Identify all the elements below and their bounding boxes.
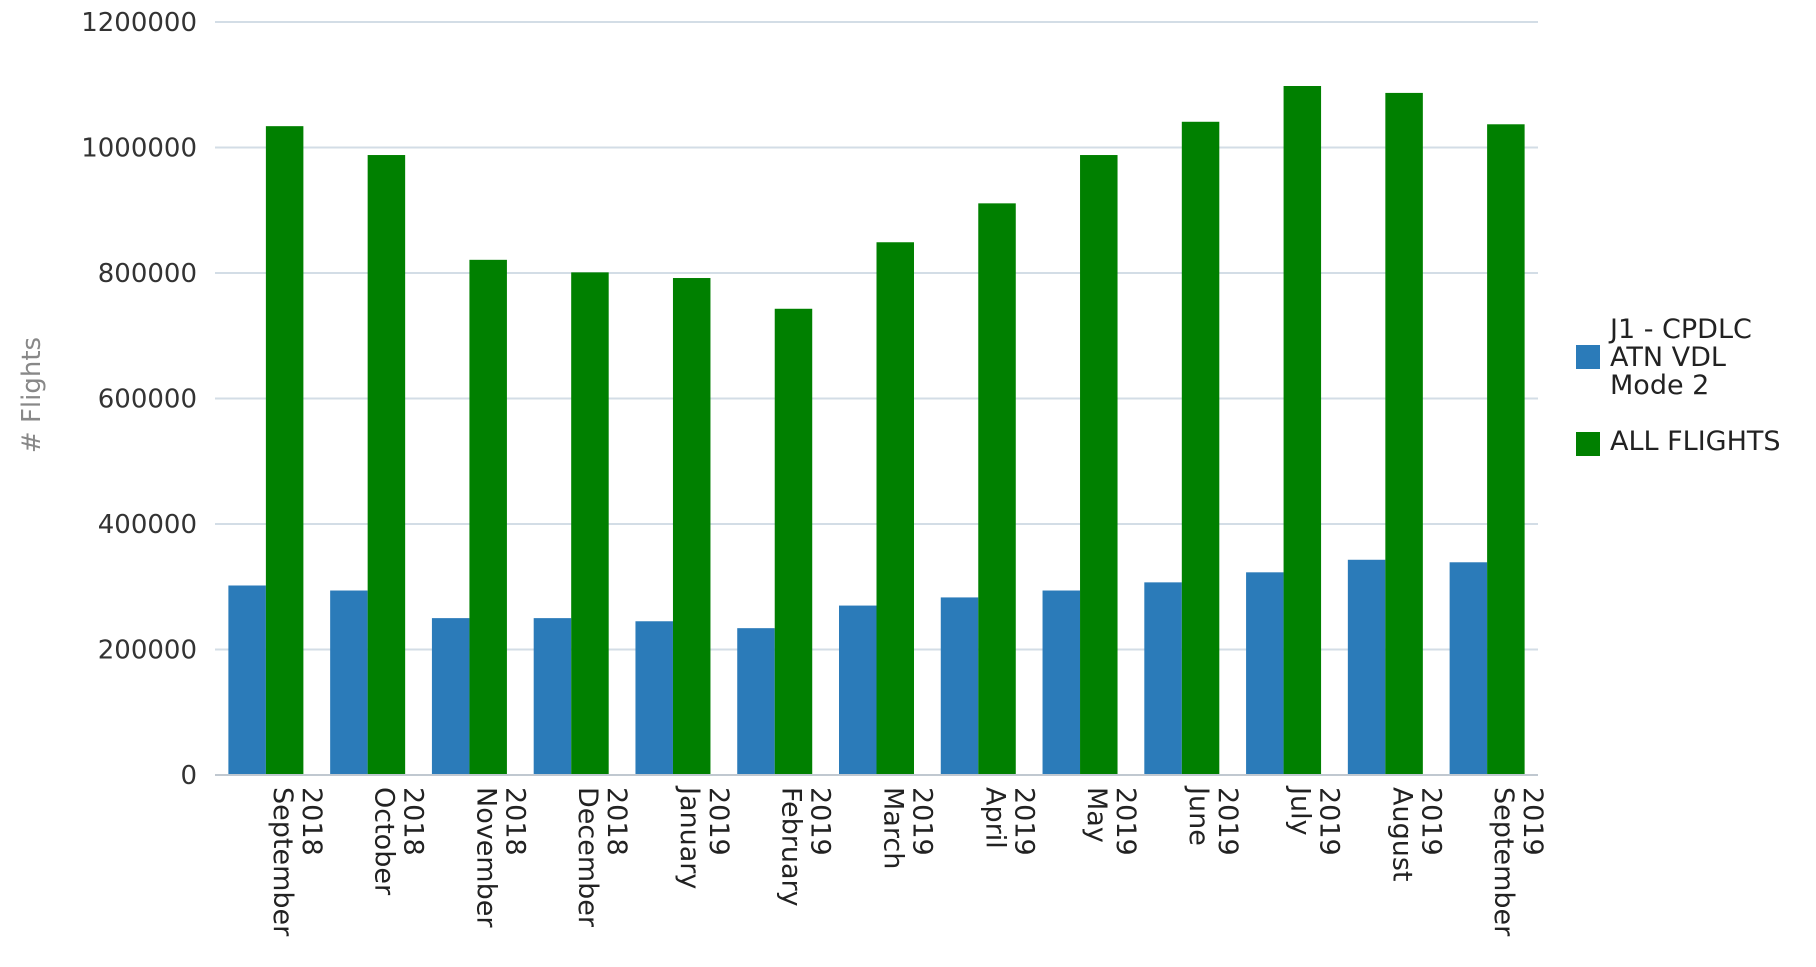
x-tick-label-line: August	[1386, 787, 1417, 882]
bar-all-flights	[774, 308, 813, 775]
bar-all-flights	[876, 242, 914, 775]
x-tick-label-line: 2019	[1008, 787, 1039, 856]
y-tick-label: 0	[180, 761, 197, 791]
bar-all-flights	[1487, 124, 1525, 776]
bar-j1-cpdlc	[839, 605, 877, 775]
x-tick-label-line: July	[1285, 785, 1316, 836]
bar-j1-cpdlc	[1042, 590, 1081, 775]
x-tick-label-line: March	[878, 787, 909, 869]
x-tick-label-line: 2019	[1314, 787, 1345, 856]
x-tick-label-line: October	[369, 787, 400, 896]
y-tick-label: 400000	[98, 510, 197, 540]
bar-j1-cpdlc	[737, 628, 775, 775]
bar-all-flights	[1283, 86, 1322, 775]
x-tick-label-line: February	[776, 787, 807, 907]
x-tick-label-line: 2019	[1415, 787, 1446, 856]
x-tick-label-line: 2019	[703, 787, 734, 856]
bar-all-flights	[1385, 92, 1423, 776]
bar-j1-cpdlc	[940, 597, 979, 775]
x-tick-label-line: November	[470, 787, 501, 928]
x-tick-label-line: 2018	[398, 787, 429, 856]
legend-label: Mode 2	[1610, 370, 1709, 401]
x-tick-label-line: 2018	[601, 787, 632, 856]
x-tick-label-line: December	[572, 787, 603, 928]
y-tick-label: 1200000	[81, 8, 197, 38]
bar-all-flights	[469, 259, 507, 775]
bars	[228, 86, 1525, 776]
x-tick-label-line: September	[267, 787, 298, 937]
y-tick-label: 1000000	[81, 134, 197, 164]
x-tick-label-line: January	[674, 785, 705, 889]
bar-all-flights	[1080, 155, 1118, 775]
legend-label: J1 - CPDLC	[1608, 314, 1752, 345]
bar-j1-cpdlc	[1246, 572, 1284, 775]
x-tick-label-line: April	[979, 787, 1010, 849]
x-tick-label-line: June	[1183, 785, 1214, 846]
bar-j1-cpdlc	[1449, 562, 1488, 775]
legend-item: ALL FLIGHTS	[1576, 426, 1781, 457]
bar-j1-cpdlc	[635, 621, 673, 775]
x-tick-label-line: 2019	[907, 787, 938, 856]
y-tick-label: 800000	[98, 259, 197, 289]
y-axis: 0 200000 400000 600000 800000 1000000 1200000	[81, 8, 197, 791]
x-tick-label-line: 2019	[1110, 787, 1141, 856]
x-tick-label-line: September	[1488, 787, 1519, 937]
bar-all-flights	[265, 126, 304, 776]
legend-label: ALL FLIGHTS	[1610, 426, 1781, 457]
bar-j1-cpdlc	[330, 590, 368, 775]
legend-swatch	[1576, 432, 1600, 456]
bar-all-flights	[367, 155, 406, 775]
bar-j1-cpdlc	[1144, 582, 1182, 775]
x-tick-label-line: 2019	[1212, 787, 1243, 856]
x-tick-label-line: 2019	[1517, 787, 1548, 856]
x-tick-label-line: 2018	[499, 787, 530, 856]
legend-label: ATN VDL	[1610, 342, 1726, 373]
y-axis-title: # Flights	[17, 337, 47, 453]
legend-swatch	[1576, 345, 1600, 369]
bar-j1-cpdlc	[1347, 559, 1386, 775]
bar-j1-cpdlc	[533, 618, 572, 775]
x-tick-label-line: 2019	[805, 787, 836, 856]
y-tick-label: 600000	[98, 385, 197, 415]
bar-j1-cpdlc	[431, 618, 470, 775]
bar-all-flights	[571, 272, 609, 775]
bar-j1-cpdlc	[228, 585, 266, 775]
bar-all-flights	[672, 278, 711, 775]
x-tick-label-line: 2018	[296, 787, 327, 856]
bar-all-flights	[978, 203, 1016, 775]
y-tick-label: 200000	[98, 636, 197, 666]
x-tick-label-line: May	[1081, 787, 1112, 843]
bar-all-flights	[1181, 121, 1220, 775]
